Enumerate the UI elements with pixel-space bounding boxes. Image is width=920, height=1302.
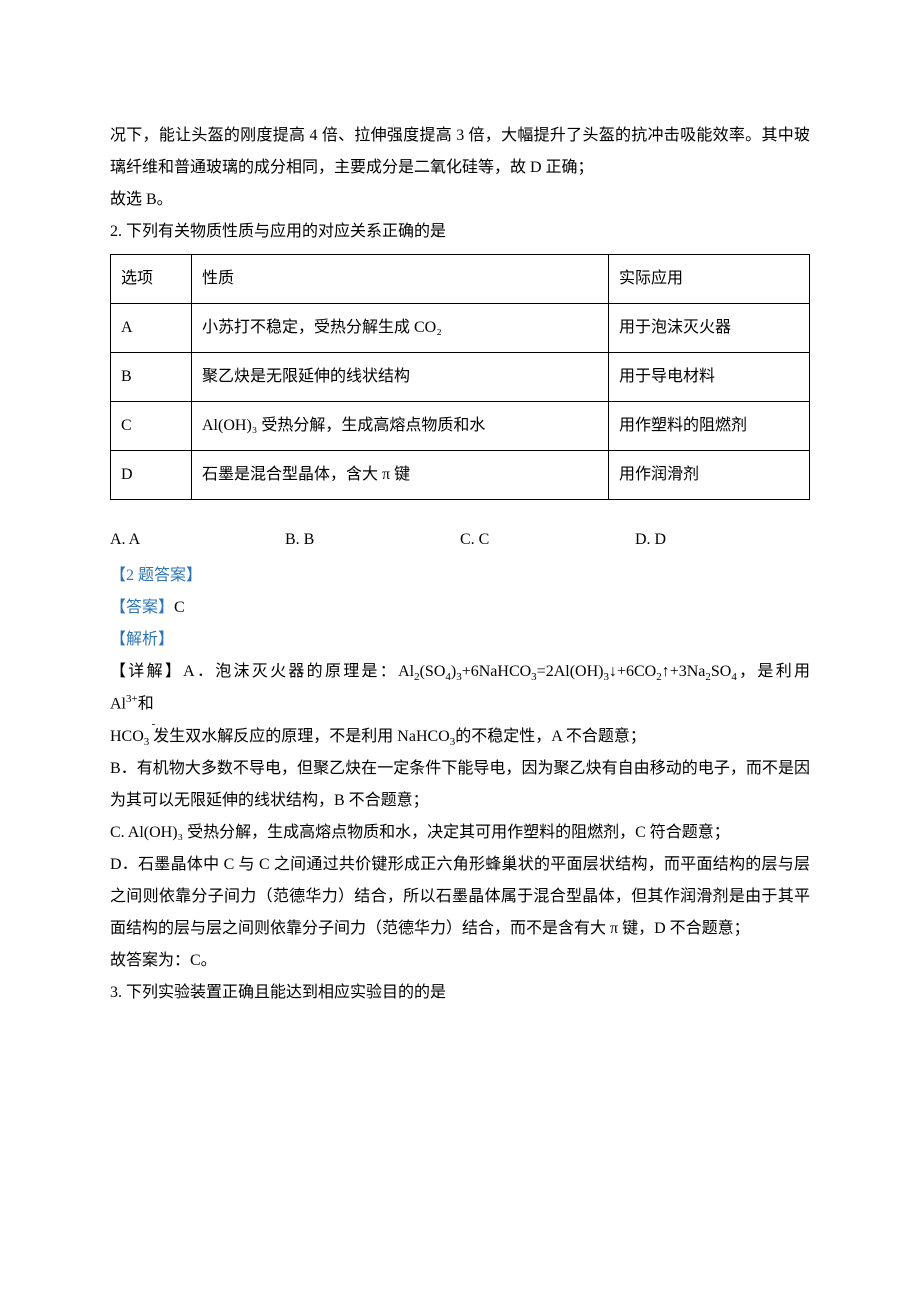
choice-c: C. C xyxy=(460,524,635,556)
document-page: 况下，能让头盔的刚度提高 4 倍、拉伸强度提高 3 倍，大幅提升了头盔的抗冲击吸… xyxy=(0,0,920,1302)
q2-explanation-d: D．石墨晶体中 C 与 C 之间通过共价键形成正六角形蜂巢状的平面层状结构，而平… xyxy=(110,849,810,945)
cell-app: 用作润滑剂 xyxy=(609,451,810,500)
text: (SO xyxy=(420,663,446,680)
table-row: C Al(OH)₃ 受热分解，生成高熔点物质和水 用作塑料的阻燃剂 xyxy=(111,402,810,451)
text: 发生双水解反应的原理，不是利用 NaHCO xyxy=(153,728,449,745)
q2-table: 选项 性质 实际应用 A 小苏打不稳定，受热分解生成 CO₂ 用于泡沫灭火器 B… xyxy=(110,254,810,500)
cell-prop: Al(OH)₃ 受热分解，生成高熔点物质和水 xyxy=(192,402,609,451)
choice-b: B. B xyxy=(285,524,460,556)
table-row: A 小苏打不稳定，受热分解生成 CO₂ 用于泡沫灭火器 xyxy=(111,304,810,353)
text: ↑+3Na xyxy=(662,663,706,680)
q2-explanation-b: B．有机物大多数不导电，但聚乙炔在一定条件下能导电，因为聚乙炔有自由移动的电子，… xyxy=(110,753,810,817)
hco3-ion: HCO3- xyxy=(110,721,149,753)
intro-paragraph-1: 况下，能让头盔的刚度提高 4 倍、拉伸强度提高 3 倍，大幅提升了头盔的抗冲击吸… xyxy=(110,120,810,184)
q2-stem: 2. 下列有关物质性质与应用的对应关系正确的是 xyxy=(110,216,810,248)
answer-label: 【答案】 xyxy=(110,599,174,616)
text: SO xyxy=(711,663,731,680)
text: 的不稳定性，A 不合题意； xyxy=(455,728,646,745)
cell-prop: 小苏打不稳定，受热分解生成 CO₂ xyxy=(192,304,609,353)
text: ↓+6CO xyxy=(609,663,656,680)
header-option: 选项 xyxy=(111,255,192,304)
spacer xyxy=(110,506,810,520)
answer-value: C xyxy=(174,599,185,616)
q2-choices: A. A B. B C. C D. D xyxy=(110,524,810,556)
cell-prop: 聚乙炔是无限延伸的线状结构 xyxy=(192,353,609,402)
q2-final-answer: 故答案为：C。 xyxy=(110,945,810,977)
header-application: 实际应用 xyxy=(609,255,810,304)
q3-stem: 3. 下列实验装置正确且能达到相应实验目的的是 xyxy=(110,977,810,1009)
cell-opt: B xyxy=(111,353,192,402)
cell-opt: D xyxy=(111,451,192,500)
cell-app: 用于导电材料 xyxy=(609,353,810,402)
cell-opt: A xyxy=(111,304,192,353)
table-row: B 聚乙炔是无限延伸的线状结构 用于导电材料 xyxy=(111,353,810,402)
text: =2Al(OH) xyxy=(537,663,604,680)
cell-prop: 石墨是混合型晶体，含大 π 键 xyxy=(192,451,609,500)
cell-app: 用作塑料的阻燃剂 xyxy=(609,402,810,451)
detail-label: 【详解】 xyxy=(110,663,183,680)
choice-d: D. D xyxy=(635,524,810,556)
text: 和 xyxy=(138,696,154,713)
table-header-row: 选项 性质 实际应用 xyxy=(111,255,810,304)
q2-answer-header: 【2 题答案】 xyxy=(110,560,810,592)
intro-paragraph-2: 故选 B。 xyxy=(110,184,810,216)
q2-explanation-a-line2: HCO3-发生双水解反应的原理，不是利用 NaHCO3的不稳定性，A 不合题意； xyxy=(110,721,810,753)
table-row: D 石墨是混合型晶体，含大 π 键 用作润滑剂 xyxy=(111,451,810,500)
superscript: 3+ xyxy=(126,693,138,705)
cell-opt: C xyxy=(111,402,192,451)
text: +6NaHCO xyxy=(462,663,531,680)
q2-answer-line: 【答案】C xyxy=(110,592,810,624)
q2-explanation-a: 【详解】A．泡沫灭火器的原理是：Al2(SO4)3+6NaHCO3=2Al(OH… xyxy=(110,656,810,721)
q2-analysis-label: 【解析】 xyxy=(110,624,810,656)
text: A．泡沫灭火器的原理是：Al xyxy=(183,663,414,680)
q2-explanation-c: C. Al(OH)₃ 受热分解，生成高熔点物质和水，决定其可用作塑料的阻燃剂，C… xyxy=(110,817,810,849)
header-property: 性质 xyxy=(192,255,609,304)
cell-app: 用于泡沫灭火器 xyxy=(609,304,810,353)
choice-a: A. A xyxy=(110,524,285,556)
